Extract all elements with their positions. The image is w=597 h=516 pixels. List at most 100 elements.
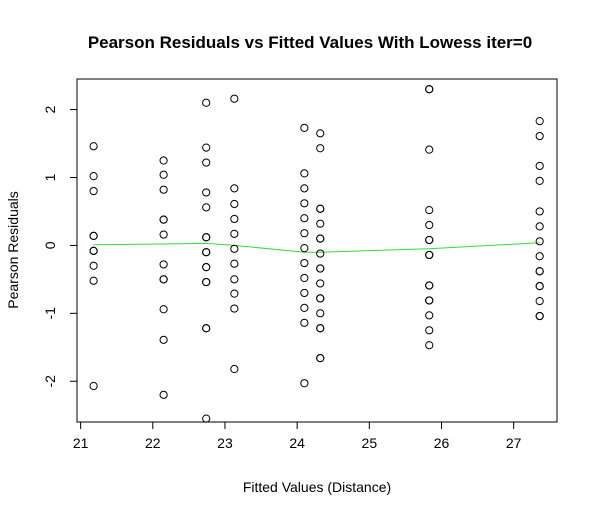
data-point	[535, 311, 544, 321]
data-point	[89, 261, 98, 270]
data-point	[159, 275, 168, 284]
data-point	[425, 250, 434, 260]
data-point	[159, 170, 168, 179]
data-point	[159, 260, 168, 269]
data-point	[535, 117, 544, 126]
data-point	[230, 275, 239, 284]
data-point	[159, 215, 168, 224]
x-tick-label: 21	[73, 435, 89, 451]
data-point	[159, 230, 168, 239]
data-point	[316, 309, 325, 318]
data-point	[300, 169, 309, 178]
data-point	[202, 188, 211, 197]
points	[89, 85, 544, 423]
data-point	[316, 234, 325, 243]
data-point	[300, 244, 309, 253]
data-point	[159, 156, 168, 165]
x-axis-label: Fitted Values (Distance)	[243, 479, 391, 495]
data-point	[300, 288, 309, 298]
data-point	[535, 297, 544, 306]
x-axis: 21 22 23 24 25 26 27	[73, 421, 522, 451]
data-point	[425, 85, 434, 94]
data-point	[230, 289, 239, 298]
y-tick-label: -1	[42, 307, 58, 320]
data-point	[159, 305, 168, 314]
data-point	[202, 277, 211, 287]
data-point	[300, 379, 309, 388]
data-point	[535, 222, 544, 231]
data-point	[89, 246, 98, 255]
y-axis-label: Pearson Residuals	[5, 191, 21, 309]
data-point	[230, 304, 239, 313]
data-point	[202, 414, 211, 423]
plot-frame	[76, 78, 558, 423]
data-point	[202, 158, 211, 167]
data-point	[425, 296, 434, 305]
data-point	[230, 259, 239, 268]
data-point	[425, 220, 434, 230]
y-tick-label: 1	[42, 173, 58, 181]
data-point	[230, 364, 239, 374]
data-point	[230, 184, 239, 193]
data-point	[300, 123, 309, 133]
data-point	[300, 214, 309, 223]
y-tick-label: 0	[42, 241, 58, 249]
data-point	[300, 273, 309, 283]
data-point	[202, 143, 211, 152]
data-point	[202, 203, 211, 212]
data-point	[316, 354, 325, 363]
data-point	[230, 229, 239, 238]
data-point	[316, 249, 325, 258]
data-point	[89, 186, 98, 196]
lowess-line	[93, 242, 540, 253]
x-tick-label: 22	[145, 435, 161, 451]
data-point	[425, 205, 434, 215]
data-point	[316, 204, 325, 213]
data-point	[159, 390, 168, 399]
data-point	[202, 248, 211, 257]
chart-title: Pearson Residuals vs Fitted Values With …	[88, 33, 532, 52]
data-point	[300, 318, 309, 327]
y-tick-label: -2	[42, 375, 58, 388]
x-tick-label: 24	[289, 435, 305, 451]
data-point	[89, 142, 98, 151]
data-point	[202, 263, 211, 272]
data-point	[535, 131, 544, 141]
data-point	[425, 235, 434, 245]
data-point	[425, 311, 434, 320]
data-point	[300, 303, 309, 312]
data-point	[316, 324, 325, 333]
data-point	[230, 244, 239, 253]
data-point	[89, 276, 98, 285]
data-point	[316, 144, 325, 153]
x-tick-label: 27	[506, 435, 522, 451]
data-point	[425, 326, 434, 335]
data-point	[316, 219, 325, 228]
data-point	[316, 264, 325, 273]
y-tick-label: 2	[42, 105, 58, 113]
data-point	[425, 281, 434, 290]
x-tick-label: 25	[362, 435, 378, 451]
data-point	[300, 184, 309, 193]
data-point	[89, 231, 98, 240]
data-point	[535, 207, 544, 216]
data-point	[202, 98, 211, 107]
data-point	[535, 267, 544, 276]
data-point	[230, 199, 239, 209]
data-point	[316, 129, 325, 138]
data-point	[300, 229, 309, 238]
x-tick-label: 23	[217, 435, 233, 451]
data-point	[425, 341, 434, 350]
y-axis: -2 -1 0 1 2	[42, 105, 78, 388]
data-point	[535, 161, 544, 171]
data-point	[535, 252, 544, 261]
data-point	[89, 381, 98, 391]
data-point	[300, 258, 309, 268]
data-point	[535, 282, 544, 291]
data-point	[316, 279, 325, 288]
data-point	[202, 324, 211, 333]
data-point	[425, 145, 434, 154]
data-point	[159, 335, 168, 344]
data-point	[230, 214, 239, 224]
